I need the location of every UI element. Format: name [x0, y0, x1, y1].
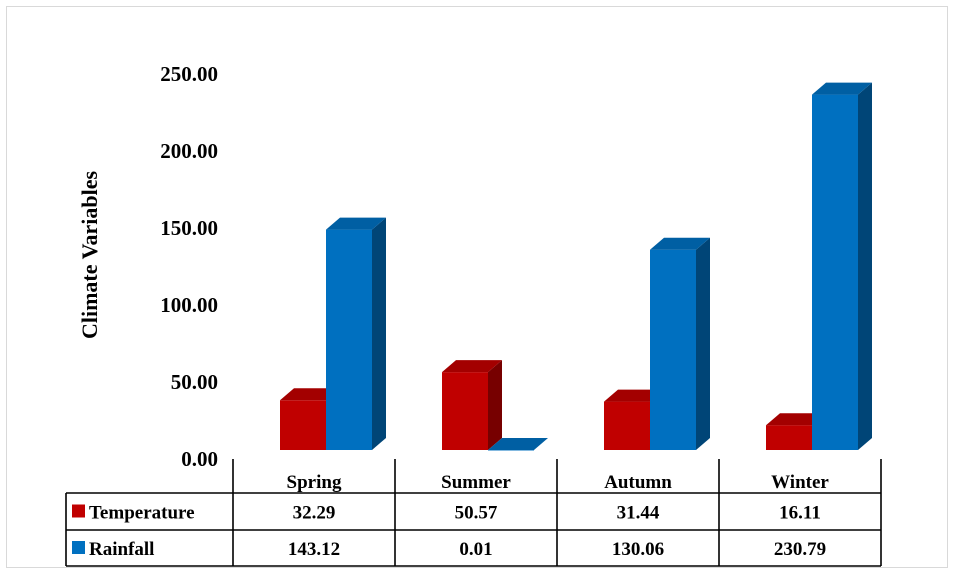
- bar-rainfall-winter: [812, 82, 872, 450]
- data-label-rainfall-spring: 143.12: [288, 539, 340, 560]
- category-label-summer: Summer: [441, 472, 511, 493]
- legend-label-temperature: Temperature: [89, 503, 195, 524]
- category-label-autumn: Autumn: [604, 472, 672, 493]
- bar-temperature-summer: [442, 360, 502, 450]
- y-tick-label: 100.00: [160, 293, 218, 317]
- data-label-rainfall-summer: 0.01: [459, 539, 492, 560]
- y-tick-label: 0.00: [181, 447, 218, 471]
- bars-group: [280, 82, 872, 451]
- data-label-rainfall-autumn: 130.06: [612, 539, 664, 560]
- chart-frame: [6, 6, 948, 568]
- legend-label-rainfall: Rainfall: [89, 539, 154, 560]
- y-axis-title: Climate Variables: [77, 171, 102, 339]
- bar-rainfall-summer: [488, 437, 548, 451]
- y-tick-label: 50.00: [171, 370, 218, 394]
- data-label-rainfall-winter: 230.79: [774, 539, 826, 560]
- data-label-temperature-spring: 32.29: [293, 503, 336, 524]
- legend-key-rainfall: [72, 541, 85, 554]
- bar-rainfall-spring: [326, 217, 386, 450]
- data-label-temperature-autumn: 31.44: [617, 503, 660, 524]
- y-tick-label: 250.00: [160, 62, 218, 86]
- y-tick-label: 150.00: [160, 216, 218, 240]
- legend-key-temperature: [72, 504, 85, 518]
- data-label-temperature-summer: 50.57: [455, 503, 498, 524]
- y-tick-label: 200.00: [160, 139, 218, 163]
- category-label-winter: Winter: [771, 472, 829, 493]
- data-table: Spring Summer Autumn Winter Temperature 32.29…: [65, 459, 882, 567]
- data-label-temperature-winter: 16.11: [779, 503, 821, 524]
- category-label-spring: Spring: [287, 472, 342, 493]
- bar-rainfall-autumn: [650, 237, 710, 450]
- y-axis-ticks: 0.00 50.00 100.00 150.00 200.00 250.00: [160, 62, 218, 471]
